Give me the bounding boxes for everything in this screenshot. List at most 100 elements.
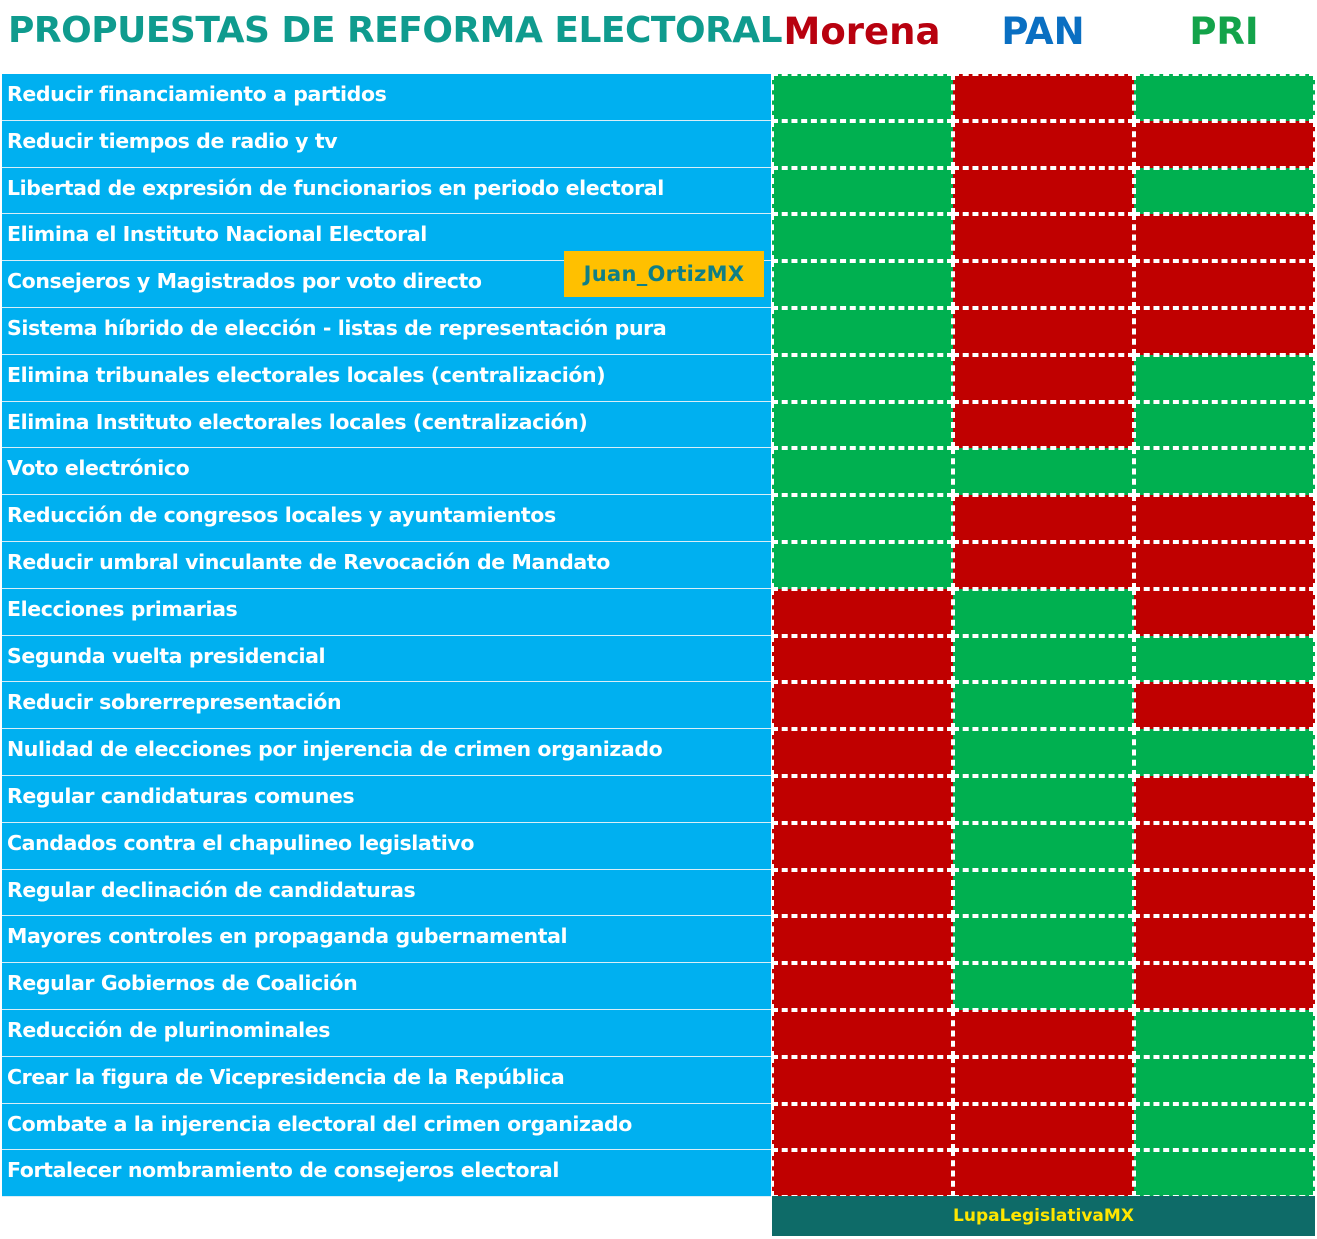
row-label-cell: Libertad de expresión de funcionarios en… bbox=[2, 167, 771, 215]
status-cell-morena bbox=[772, 261, 953, 308]
row-label-cell: Elecciones primarias bbox=[2, 588, 771, 636]
status-cell-pan bbox=[953, 682, 1134, 730]
status-cell-morena bbox=[772, 542, 953, 589]
status-cell-pan bbox=[953, 869, 1134, 917]
status-cell-pri bbox=[1134, 635, 1315, 683]
status-cell-morena bbox=[772, 167, 953, 215]
row-label-cell: Elimina tribunales electorales locales (… bbox=[2, 354, 771, 402]
row-label-cell: Elimina Instituto electorales locales (c… bbox=[2, 401, 771, 449]
status-cell-morena bbox=[772, 963, 953, 1010]
status-cell-pri bbox=[1134, 401, 1315, 449]
row-label-cell: Fortalecer nombramiento de consejeros el… bbox=[2, 1150, 771, 1198]
row-label-cell: Elimina el Instituto Nacional Electoral bbox=[2, 214, 771, 262]
row-label: Sistema híbrido de elección - listas de … bbox=[7, 316, 667, 340]
status-cell-morena bbox=[772, 1150, 953, 1198]
status-cell-pri bbox=[1134, 120, 1315, 168]
row-label-cell: Voto electrónico bbox=[2, 448, 771, 496]
row-label-cell: Segunda vuelta presidencial bbox=[2, 635, 771, 683]
status-cell-pan bbox=[953, 542, 1134, 589]
row-label-cell: Regular Gobiernos de Coalición bbox=[2, 963, 771, 1010]
row-label: Elimina el Instituto Nacional Electoral bbox=[7, 222, 427, 247]
status-cell-pri bbox=[1134, 167, 1315, 215]
status-cell-pan bbox=[953, 588, 1134, 636]
status-cell-morena bbox=[772, 1103, 953, 1151]
row-label: Elecciones primarias bbox=[7, 596, 238, 621]
row-label: Candados contra el chapulineo legislativ… bbox=[7, 830, 475, 855]
status-cell-pan bbox=[953, 214, 1134, 262]
status-cell-morena bbox=[772, 1056, 953, 1104]
status-cell-pri bbox=[1134, 916, 1315, 964]
status-cell-pri bbox=[1134, 74, 1315, 121]
row-label: Nulidad de elecciones por injerencia de … bbox=[7, 737, 663, 762]
column-header-pan: PAN bbox=[1001, 10, 1085, 53]
row-label: Reducción de plurinominales bbox=[7, 1018, 331, 1042]
row-label: Reducción de congresos locales y ayuntam… bbox=[7, 503, 556, 528]
row-label-cell: Reducir sobrerrepresentación bbox=[2, 682, 771, 730]
row-label: Voto electrónico bbox=[7, 456, 190, 481]
status-cell-pri bbox=[1134, 542, 1315, 589]
status-cell-pri bbox=[1134, 495, 1315, 542]
status-cell-pan bbox=[953, 776, 1134, 823]
status-cell-morena bbox=[772, 1010, 953, 1057]
status-cell-pri bbox=[1134, 869, 1315, 917]
status-cell-pan bbox=[953, 167, 1134, 215]
status-cell-pan bbox=[953, 120, 1134, 168]
row-label: Reducir tiempos de radio y tv bbox=[7, 128, 338, 153]
status-cell-pan bbox=[953, 74, 1134, 121]
status-cell-pri bbox=[1134, 261, 1315, 308]
status-cell-pri bbox=[1134, 308, 1315, 355]
status-cell-pan bbox=[953, 729, 1134, 776]
status-cell-pri bbox=[1134, 776, 1315, 823]
row-label-cell: Regular declinación de candidaturas bbox=[2, 869, 771, 917]
status-cell-pan bbox=[953, 354, 1134, 402]
row-label: Consejeros y Magistrados por voto direct… bbox=[7, 269, 482, 294]
row-label-cell: Reducción de congresos locales y ayuntam… bbox=[2, 495, 771, 542]
row-label: Reducir sobrerrepresentación bbox=[7, 690, 342, 715]
row-label: Segunda vuelta presidencial bbox=[7, 643, 326, 668]
row-label-cell: Combate a la injerencia electoral del cr… bbox=[2, 1103, 771, 1151]
row-label-cell: Reducción de plurinominales bbox=[2, 1010, 771, 1057]
header: PROPUESTAS DE REFORMA ELECTORAL Morena P… bbox=[0, 0, 1317, 72]
row-label: Combate a la injerencia electoral del cr… bbox=[7, 1111, 632, 1136]
status-cell-morena bbox=[772, 869, 953, 917]
status-cell-pan bbox=[953, 635, 1134, 683]
row-label-cell: Nulidad de elecciones por injerencia de … bbox=[2, 729, 771, 776]
row-label-cell: Reducir umbral vinculante de Revocación … bbox=[2, 542, 771, 589]
status-cell-morena bbox=[772, 120, 953, 168]
status-cell-pri bbox=[1134, 963, 1315, 1010]
row-label: Elimina Instituto electorales locales (c… bbox=[7, 409, 588, 434]
status-cell-morena bbox=[772, 354, 953, 402]
status-cell-pan bbox=[953, 822, 1134, 870]
status-cell-morena bbox=[772, 776, 953, 823]
row-label: Elimina tribunales electorales locales (… bbox=[7, 362, 606, 387]
column-header-morena: Morena bbox=[783, 10, 941, 53]
row-label-cell: Sistema híbrido de elección - listas de … bbox=[2, 308, 771, 355]
row-label: Reducir umbral vinculante de Revocación … bbox=[7, 550, 610, 574]
row-label: Fortalecer nombramiento de consejeros el… bbox=[7, 1158, 559, 1183]
status-cell-pri bbox=[1134, 1010, 1315, 1057]
status-cell-morena bbox=[772, 448, 953, 496]
status-cell-pan bbox=[953, 401, 1134, 449]
status-cell-morena bbox=[772, 588, 953, 636]
status-cell-pan bbox=[953, 261, 1134, 308]
row-label-cell: Reducir tiempos de radio y tv bbox=[2, 120, 771, 168]
row-label: Crear la figura de Vicepresidencia de la… bbox=[7, 1064, 565, 1089]
status-cell-pan bbox=[953, 1056, 1134, 1104]
row-label-cell: Reducir financiamiento a partidos bbox=[2, 74, 771, 121]
status-cell-pri bbox=[1134, 682, 1315, 730]
status-cell-pri bbox=[1134, 354, 1315, 402]
row-label: Regular Gobiernos de Coalición bbox=[7, 971, 358, 996]
status-cell-pan bbox=[953, 1010, 1134, 1057]
watermark-label: Juan_OrtizMX bbox=[564, 251, 764, 297]
status-cell-pri bbox=[1134, 1150, 1315, 1198]
status-cell-pri bbox=[1134, 588, 1315, 636]
status-cell-pri bbox=[1134, 1056, 1315, 1104]
row-label: Reducir financiamiento a partidos bbox=[7, 82, 387, 106]
status-cell-morena bbox=[772, 308, 953, 355]
status-cell-morena bbox=[772, 729, 953, 776]
status-cell-pri bbox=[1134, 729, 1315, 776]
row-label-cell: Crear la figura de Vicepresidencia de la… bbox=[2, 1056, 771, 1104]
row-label: Regular candidaturas comunes bbox=[7, 784, 355, 808]
status-cell-pan bbox=[953, 448, 1134, 496]
status-cell-morena bbox=[772, 635, 953, 683]
